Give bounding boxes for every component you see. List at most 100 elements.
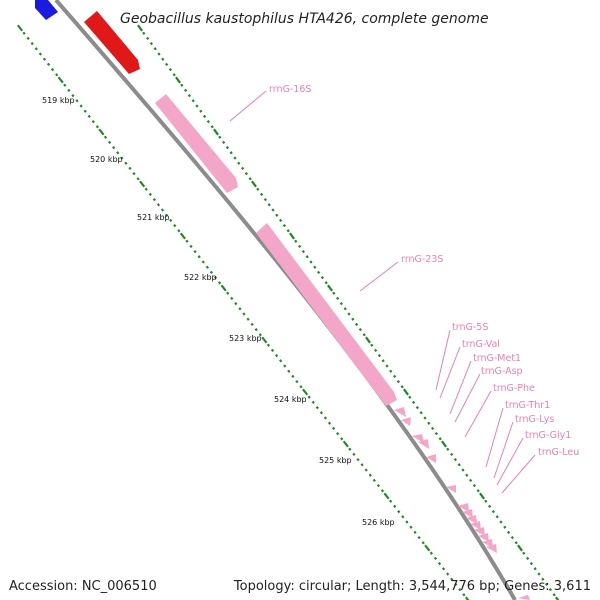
inner-tick (302, 388, 309, 396)
gene-label-16s: rrnG-16S (269, 84, 311, 95)
gene-label-phe: trnG-Phe (493, 383, 535, 394)
outer-tick (229, 151, 233, 155)
inner-tick (417, 535, 421, 540)
outer-tick (545, 582, 549, 587)
inner-tick (401, 515, 405, 519)
outer-tick (168, 67, 172, 72)
inner-tick (421, 541, 425, 545)
inner-tick (42, 57, 47, 61)
outer-tick (472, 483, 476, 488)
outer-tick (465, 473, 469, 477)
outer-tick (332, 291, 336, 295)
outer-tick (275, 213, 279, 217)
outer-tick (175, 76, 181, 84)
inner-tick (193, 249, 197, 254)
inner-tick (380, 489, 385, 493)
kbp-label-521: 521 kbp (137, 213, 170, 222)
inner-tick (16, 24, 24, 32)
inner-tick (57, 76, 64, 84)
inner-tick (327, 421, 332, 425)
outer-tick (499, 520, 503, 524)
outer-tick (396, 379, 400, 384)
outer-tick (294, 239, 298, 243)
inner-tick (368, 473, 372, 477)
inner-tick (169, 218, 173, 223)
inner-tick (266, 343, 271, 347)
outer-tick (279, 218, 283, 223)
inner-tick (376, 483, 381, 488)
inner-tick (185, 239, 189, 243)
inner-tick (258, 333, 262, 337)
outer-tick (479, 492, 485, 500)
inner-tick (71, 93, 75, 98)
inner-tick (217, 281, 222, 285)
outer-tick (484, 499, 488, 503)
kbp-label-523: 523 kbp (229, 334, 262, 343)
outer-tick (289, 232, 295, 240)
inner-tick (413, 530, 417, 535)
inner-tick (372, 478, 376, 483)
gene-label-asp: trnG-Asp (481, 366, 523, 377)
inner-tick (165, 213, 169, 217)
outer-tick (514, 541, 518, 545)
inner-tick (38, 52, 42, 56)
kbp-label-519: 519 kbp (42, 96, 75, 105)
kbp-label-526: 526 kbp (362, 518, 395, 527)
cds-reverse-gene (35, 0, 58, 20)
outer-tick (153, 47, 157, 51)
outer-tick (327, 284, 333, 292)
inner-tick (311, 400, 315, 405)
inner-tick (197, 255, 201, 259)
inner-tick (441, 567, 446, 571)
outer-tick (503, 525, 507, 529)
inner-tick (393, 504, 397, 509)
inner-tick (397, 509, 401, 514)
inner-tick (446, 572, 450, 576)
inner-tick (261, 336, 268, 344)
outer-tick (195, 104, 199, 108)
inner-tick (136, 177, 140, 181)
outer-tick (526, 556, 530, 561)
outer-tick (393, 374, 397, 379)
inner-tick (323, 416, 328, 420)
outer-tick (351, 317, 355, 321)
inner-tick-track (16, 24, 470, 600)
inner-tick (209, 270, 214, 275)
outer-tick (537, 572, 541, 576)
inner-tick (234, 301, 238, 306)
outer-tick (370, 343, 374, 347)
outer-tick (137, 24, 143, 32)
outer-tick (441, 440, 447, 448)
outer-tick (222, 140, 226, 145)
outer-tick (206, 119, 210, 124)
outer-tick (172, 73, 176, 77)
inner-tick (299, 385, 303, 389)
outer-tick (365, 336, 371, 344)
outer-tick (320, 275, 324, 280)
inner-tick (331, 426, 336, 431)
outer-tick (403, 388, 409, 396)
inner-tick (315, 405, 319, 410)
outer-tick (260, 192, 264, 197)
gene-label-lys: trnG-Lys (515, 414, 554, 425)
inner-tick (226, 291, 230, 295)
inner-tick (132, 171, 136, 176)
outer-tick (237, 161, 241, 165)
outer-tick (374, 348, 378, 353)
kbp-label-524: 524 kbp (274, 395, 307, 404)
accession-text: Accession: NC_006510 (9, 579, 157, 594)
inner-tick (112, 145, 116, 150)
inner-tick (464, 596, 470, 600)
inner-tick (98, 128, 105, 136)
outer-tick (271, 208, 275, 212)
inner-tick (213, 275, 218, 280)
outer-tick (165, 62, 169, 67)
outer-tick (233, 156, 237, 160)
inner-tick (250, 322, 254, 327)
outer-tick (423, 416, 427, 420)
inner-tick (177, 229, 181, 233)
inner-tick (63, 83, 67, 87)
outer-tick (552, 593, 556, 597)
gene-label-5s: trnG-5S (452, 322, 488, 333)
